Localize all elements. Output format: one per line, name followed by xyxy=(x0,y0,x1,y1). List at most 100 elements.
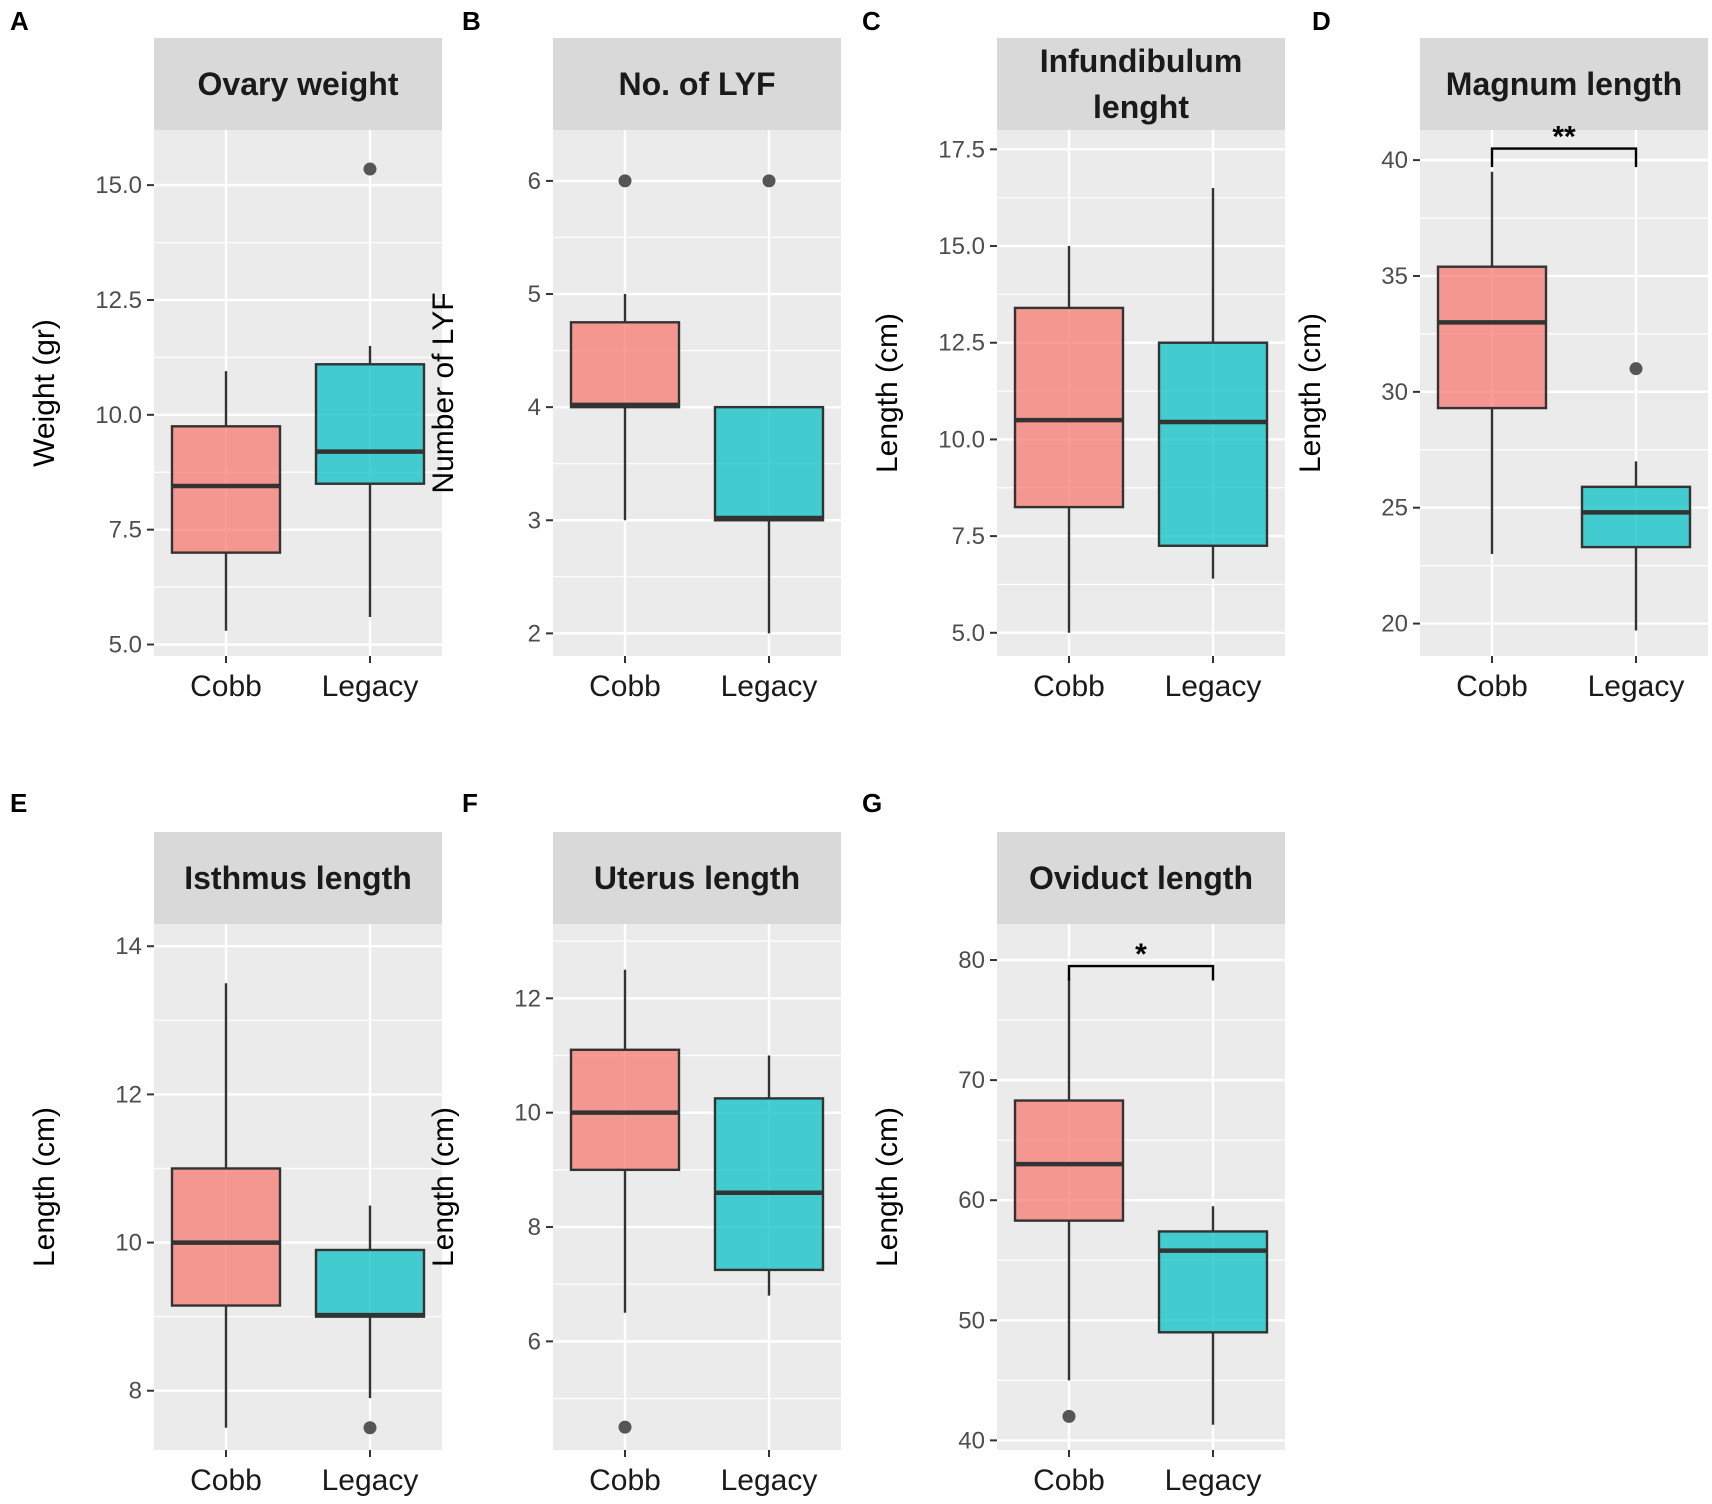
y-tick-label: 17.5 xyxy=(938,136,985,163)
significance-bracket xyxy=(1490,147,1638,168)
outlier-point xyxy=(618,1420,632,1434)
panel-a: A Ovary weight 5.0 7.5 10.0 12.5 15.0 Cobb Legac… xyxy=(10,6,442,703)
panel-b: B No. of LYF 2 3 4 5 6 Cobb Legacy Number of LYF xyxy=(427,6,841,703)
y-tick-label: 12.5 xyxy=(938,330,985,357)
facet-strip xyxy=(553,832,841,924)
box-cobb xyxy=(1013,1099,1125,1222)
facet-title: Uterus length xyxy=(594,860,800,896)
y-tick-label: 10 xyxy=(514,1100,541,1127)
panel-letter: B xyxy=(462,6,481,36)
box-legacy xyxy=(713,405,825,522)
panel-c: C Infundibulum lenght 5.0 7.5 10.0 12.5 15.0 17.… xyxy=(862,6,1285,703)
y-tick-label: 14 xyxy=(115,933,142,960)
category-label-legacy: Legacy xyxy=(322,670,419,703)
panel-f: F Uterus length 6 8 10 12 Cobb Legacy Length (cm… xyxy=(427,788,841,1497)
y-tick-label: 15.0 xyxy=(938,233,985,260)
panel-e: E Isthmus length 8 10 12 14 Cobb Legacy Length (… xyxy=(10,788,442,1497)
facet-title: No. of LYF xyxy=(618,66,775,102)
y-axis-title: Length (cm) xyxy=(871,313,904,473)
significance-label: * xyxy=(1135,938,1147,971)
category-label-cobb: Cobb xyxy=(1456,670,1528,703)
category-label-legacy: Legacy xyxy=(1588,670,1685,703)
y-tick-label: 25 xyxy=(1381,495,1408,522)
category-label-cobb: Cobb xyxy=(1033,1464,1105,1497)
box-cobb xyxy=(569,321,681,409)
panel-g: G Oviduct length 40 50 60 70 80 * Cobb Legacy Leng… xyxy=(862,788,1285,1497)
y-axis-title: Length (cm) xyxy=(28,1107,61,1267)
significance-bracket xyxy=(1067,964,1215,981)
category-label-legacy: Legacy xyxy=(1165,1464,1262,1497)
y-tick-label: 5.0 xyxy=(109,632,142,659)
facet-strip xyxy=(1420,38,1708,130)
y-tick-label: 12 xyxy=(514,985,541,1012)
y-tick-label: 40 xyxy=(958,1427,985,1454)
category-label-cobb: Cobb xyxy=(190,1464,262,1497)
box-cobb xyxy=(569,1048,681,1172)
facet-title: Magnum length xyxy=(1446,66,1682,102)
y-axis-title: Number of LYF xyxy=(427,292,460,493)
box-legacy xyxy=(1580,485,1692,549)
significance-label: ** xyxy=(1552,121,1576,154)
box-cobb xyxy=(1013,306,1125,509)
y-tick-label: 12.5 xyxy=(95,287,142,314)
panel-letter: C xyxy=(862,6,881,36)
category-label-legacy: Legacy xyxy=(322,1464,419,1497)
panel-letter: G xyxy=(862,788,882,818)
y-tick-label: 40 xyxy=(1381,147,1408,174)
y-tick-label: 8 xyxy=(528,1214,541,1241)
box-cobb xyxy=(1436,265,1548,410)
facet-strip xyxy=(553,38,841,130)
facet-strip xyxy=(997,832,1285,924)
y-axis-title: Length (cm) xyxy=(427,1107,460,1267)
box-legacy xyxy=(314,1248,426,1318)
y-tick-label: 8 xyxy=(129,1378,142,1405)
y-axis-title: Length (cm) xyxy=(871,1107,904,1267)
y-tick-label: 3 xyxy=(528,507,541,534)
box-legacy xyxy=(1157,1230,1269,1334)
outlier-point xyxy=(618,174,632,188)
category-label-legacy: Legacy xyxy=(721,670,818,703)
panel-letter: F xyxy=(462,788,478,818)
y-tick-label: 5 xyxy=(528,281,541,308)
facet-title: Oviduct length xyxy=(1029,860,1253,896)
y-tick-label: 12 xyxy=(115,1081,142,1108)
y-tick-label: 6 xyxy=(528,1328,541,1355)
box-cobb xyxy=(170,1167,282,1307)
facet-strip xyxy=(154,38,442,130)
y-tick-label: 10 xyxy=(115,1230,142,1257)
panel-letter: A xyxy=(10,6,29,36)
box-legacy xyxy=(1157,341,1269,547)
y-tick-label: 30 xyxy=(1381,379,1408,406)
panel-letter: E xyxy=(10,788,27,818)
facet-title: Infundibulum xyxy=(1040,43,1243,79)
facet-strip xyxy=(154,832,442,924)
y-axis-title: Length (cm) xyxy=(1294,313,1327,473)
category-label-legacy: Legacy xyxy=(1165,670,1262,703)
facet-title: Isthmus length xyxy=(184,860,412,896)
y-tick-label: 60 xyxy=(958,1187,985,1214)
outlier-point xyxy=(1629,362,1643,376)
facet-title: Ovary weight xyxy=(198,66,399,102)
y-tick-label: 2 xyxy=(528,620,541,647)
y-tick-label: 7.5 xyxy=(109,517,142,544)
y-tick-label: 50 xyxy=(958,1307,985,1334)
category-label-cobb: Cobb xyxy=(589,670,661,703)
y-tick-label: 20 xyxy=(1381,611,1408,638)
y-tick-label: 4 xyxy=(528,394,541,421)
y-tick-label: 6 xyxy=(528,168,541,195)
box-cobb xyxy=(170,425,282,554)
box-legacy xyxy=(713,1097,825,1272)
facet-title: lenght xyxy=(1093,89,1189,125)
y-tick-label: 15.0 xyxy=(95,172,142,199)
outlier-point xyxy=(1062,1409,1076,1423)
y-tick-label: 10.0 xyxy=(95,402,142,429)
category-label-legacy: Legacy xyxy=(721,1464,818,1497)
panel-letter: D xyxy=(1312,6,1331,36)
category-label-cobb: Cobb xyxy=(190,670,262,703)
y-tick-label: 70 xyxy=(958,1067,985,1094)
y-axis-title: Weight (gr) xyxy=(28,319,61,467)
y-tick-label: 80 xyxy=(958,947,985,974)
category-label-cobb: Cobb xyxy=(589,1464,661,1497)
y-tick-label: 35 xyxy=(1381,263,1408,290)
